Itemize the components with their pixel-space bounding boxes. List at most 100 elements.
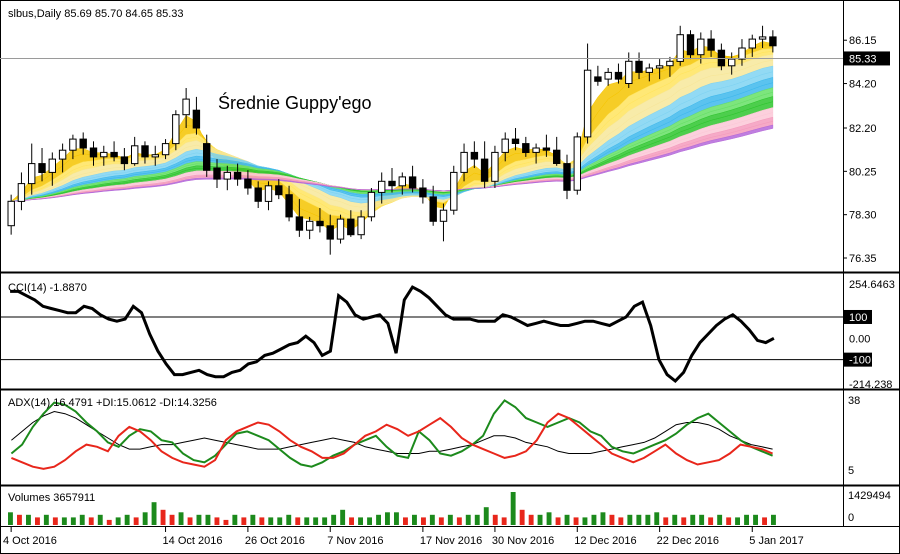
volume-bar <box>295 517 301 525</box>
candle-body <box>728 58 736 67</box>
candle-body <box>439 209 448 222</box>
volume-bar <box>672 514 678 525</box>
guppy-annotation: Średnie Guppy'ego <box>218 92 372 113</box>
candle-body <box>491 151 499 182</box>
candle-body <box>470 151 479 160</box>
volume-bar <box>501 517 507 525</box>
candle-body <box>738 47 746 60</box>
volume-bar <box>492 514 498 525</box>
candle-body <box>69 138 77 151</box>
volume-bar <box>394 512 399 525</box>
volume-bar <box>187 517 193 525</box>
volume-bar <box>313 517 319 525</box>
volume-bar <box>241 517 247 525</box>
volume-bar <box>465 514 471 525</box>
volume-bar <box>277 517 283 525</box>
volume-bar <box>322 517 328 525</box>
volume-bar <box>510 492 516 525</box>
volume-bar <box>286 514 292 525</box>
volume-bar <box>106 519 112 525</box>
volume-bar <box>699 514 705 525</box>
volume-bar <box>133 517 139 525</box>
volume-bar <box>663 517 669 525</box>
volume-bar <box>340 509 346 525</box>
candle-body <box>316 220 324 227</box>
price-tick-label: 78.30 <box>849 210 877 222</box>
candle-body <box>131 145 139 165</box>
time-tick-label: 4 Oct 2016 <box>3 535 57 547</box>
candle-body <box>748 38 756 49</box>
last-price-label: 85.33 <box>849 53 877 65</box>
volume-bar <box>358 517 363 525</box>
volume-bar <box>17 514 22 525</box>
candle-body <box>604 71 612 80</box>
candle-body <box>769 36 777 47</box>
volume-bar <box>582 517 588 525</box>
cci-level-box <box>844 309 872 324</box>
candle-body <box>378 180 386 193</box>
volume-bar <box>259 517 265 525</box>
volume-bar <box>403 517 408 525</box>
candle-body <box>192 109 201 129</box>
time-axis: 4 Oct 2016 14 Oct 2016 26 Oct 2016 7 Nov 20… <box>3 527 804 547</box>
volume-bar <box>421 517 426 525</box>
volume-bar <box>744 514 749 525</box>
volume-bar <box>367 517 372 525</box>
price-tick-label: 76.35 <box>849 253 877 265</box>
volume-bar <box>43 514 49 525</box>
time-tick-label: 7 Nov 2016 <box>327 535 383 547</box>
volume-bar <box>636 514 642 525</box>
candle-body <box>460 151 468 173</box>
volume-bar <box>35 517 40 525</box>
price-tick-label: 86.15 <box>849 35 877 47</box>
candle-body <box>676 34 684 62</box>
time-tick-label: 26 Oct 2016 <box>245 535 305 547</box>
volume-bar <box>573 517 579 525</box>
volume-bar <box>88 517 94 525</box>
volume-bar <box>456 517 462 525</box>
price-tick-label: 82.20 <box>849 123 877 135</box>
candle-body <box>223 171 232 180</box>
candle-body <box>666 60 674 67</box>
candle-body <box>38 163 46 174</box>
candle-body <box>398 176 407 187</box>
candle-body <box>367 191 376 218</box>
volumes-panel: Volumes 3657911 1429494 0 <box>8 490 891 525</box>
candle-body <box>110 151 118 158</box>
candle-body <box>295 216 304 231</box>
price-tick-label: 80.25 <box>849 166 877 178</box>
volume-bar <box>771 514 776 525</box>
time-tick-label: 30 Nov 2016 <box>492 535 554 547</box>
cci-panel: CCI(14) -1.8870 254.6463 100 0.00 -100 -214.… <box>0 279 895 391</box>
candle-body <box>635 60 643 73</box>
candle-body <box>48 158 56 173</box>
price-axis: 86.15 84.20 82.20 80.25 78.30 76.35 <box>843 35 877 265</box>
candle-body <box>645 67 653 73</box>
candle-body <box>326 225 334 240</box>
candle-body <box>264 185 273 202</box>
volumes-tick-bottom: 0 <box>848 512 854 524</box>
volumes-tick-top: 1429494 <box>848 490 891 502</box>
last-price-box: 85.33 <box>844 51 890 66</box>
volume-bar <box>618 517 624 525</box>
volume-bar <box>429 514 435 525</box>
volume-bar <box>762 517 767 525</box>
volume-bar <box>169 514 175 525</box>
candle-body <box>388 180 396 187</box>
guppy-ribbons <box>10 41 774 232</box>
volume-bar <box>142 512 148 525</box>
volume-bar <box>564 514 570 525</box>
volume-bar <box>609 514 615 525</box>
volume-bar <box>717 514 723 525</box>
cci-tick-label: 100 <box>849 312 867 324</box>
volume-bar <box>654 512 660 525</box>
candle-body <box>553 149 561 164</box>
candle-body <box>707 38 715 51</box>
candle-body <box>511 138 520 145</box>
price-tick-label: 84.20 <box>849 79 877 91</box>
volume-bar <box>223 519 229 525</box>
candle-body <box>58 149 67 160</box>
volumes-label: Volumes 3657911 <box>8 492 95 504</box>
cci-tick-label: -100 <box>849 355 871 367</box>
volume-bar <box>591 514 597 525</box>
